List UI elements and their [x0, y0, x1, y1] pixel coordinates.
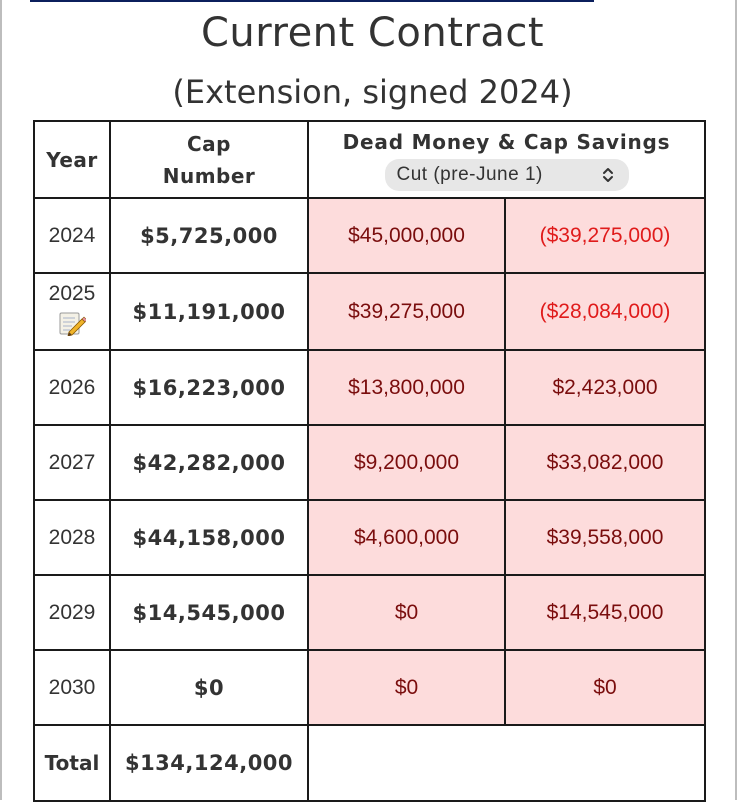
year-label: 2025	[48, 282, 96, 305]
header-cap-line2: Number	[162, 163, 256, 188]
contract-table: Year Cap Number Dead Money & Cap Savings…	[33, 120, 707, 802]
chevron-updown-icon	[602, 167, 613, 182]
cap-number-cell: $16,223,000	[109, 349, 309, 426]
table-row: 2026 $16,223,000 $13,800,000 $2,423,000	[33, 349, 707, 426]
cap-number-cell: $42,282,000	[109, 424, 309, 501]
total-row: Total $134,124,000	[33, 724, 707, 802]
cap-number-cell: $14,545,000	[109, 574, 309, 651]
header-year: Year	[33, 120, 111, 199]
year-cell: 2024	[33, 197, 111, 274]
cap-savings-cell: $33,082,000	[503, 424, 707, 501]
cap-number-cell: $0	[109, 649, 309, 726]
table-row: 2027 $42,282,000 $9,200,000 $33,082,000	[33, 424, 707, 501]
cap-savings-cell: ($39,275,000)	[503, 197, 707, 274]
total-cap-cell: $134,124,000	[109, 724, 309, 802]
right-edge	[735, 0, 737, 800]
cap-number-cell: $44,158,000	[109, 499, 309, 576]
cap-savings-cell: $39,558,000	[503, 499, 707, 576]
dead-money-cell: $4,600,000	[307, 499, 506, 576]
dead-money-cell: $45,000,000	[307, 197, 506, 274]
total-label: Total	[33, 724, 111, 802]
page-subtitle: (Extension, signed 2024)	[172, 73, 573, 111]
header-dead-money: Dead Money & Cap Savings Cut (pre-June 1…	[306, 120, 707, 199]
cap-number-cell: $11,191,000	[109, 272, 309, 351]
top-strip	[0, 0, 737, 10]
cap-number-cell: $5,725,000	[109, 197, 309, 274]
cap-savings-cell: $14,545,000	[503, 574, 707, 651]
table-row: 2030 $0 $0 $0	[33, 649, 707, 726]
header-cap-line1: Cap	[187, 131, 231, 156]
year-cell: 2025	[33, 272, 111, 351]
year-cell: 2028	[33, 499, 111, 576]
table-row: 2028 $44,158,000 $4,600,000 $39,558,000	[33, 499, 707, 576]
cap-savings-cell: ($28,084,000)	[503, 272, 707, 351]
dead-money-cell: $39,275,000	[307, 272, 506, 351]
header-cap-number: Cap Number	[109, 120, 309, 199]
year-cell: 2030	[33, 649, 111, 726]
left-edge	[0, 0, 2, 800]
top-accent-bar	[30, 0, 594, 2]
table-row: 2024 $5,725,000 $45,000,000 ($39,275,000…	[33, 197, 707, 274]
scenario-select[interactable]: Cut (pre-June 1)	[384, 158, 629, 191]
table-row: 2029 $14,545,000 $0 $14,545,000	[33, 574, 707, 651]
cap-savings-cell: $2,423,000	[503, 349, 707, 426]
year-cell: 2029	[33, 574, 111, 651]
scenario-select-value: Cut (pre-June 1)	[396, 163, 543, 185]
dead-money-cell: $0	[307, 574, 506, 651]
dead-money-title: Dead Money & Cap Savings	[342, 129, 671, 154]
dead-money-cell: $0	[307, 649, 506, 726]
cap-savings-cell: $0	[503, 649, 707, 726]
year-cell: 2026	[33, 349, 111, 426]
table-row: 2025 $11,191,000 $39,275,000 ($28,084,00	[33, 272, 707, 351]
dead-money-cell: $9,200,000	[307, 424, 506, 501]
total-empty-cell	[306, 724, 707, 802]
page-title: Current Contract	[200, 10, 545, 56]
dead-money-cell: $13,800,000	[307, 349, 506, 426]
table-header-row: Year Cap Number Dead Money & Cap Savings…	[33, 120, 707, 199]
year-cell: 2027	[33, 424, 111, 501]
memo-pencil-icon[interactable]	[58, 310, 86, 336]
